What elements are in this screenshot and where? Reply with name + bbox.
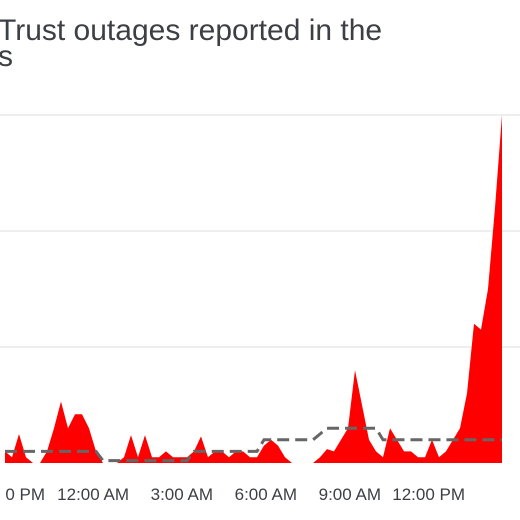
x-tick-label: 6:00 AM <box>235 485 297 504</box>
x-tick-label: 3:00 AM <box>151 485 213 504</box>
x-tick-label: 12:00 AM <box>57 485 129 504</box>
x-tick-label: 12:00 PM <box>392 485 465 504</box>
x-tick-label: 0 PM <box>5 485 45 504</box>
baseline-line <box>5 426 502 463</box>
x-tick-label: 9:00 AM <box>319 485 381 504</box>
chart-title: Trust outages reported in the <box>0 14 382 47</box>
chart-subtitle: s <box>0 40 13 73</box>
outage-area <box>5 115 502 463</box>
